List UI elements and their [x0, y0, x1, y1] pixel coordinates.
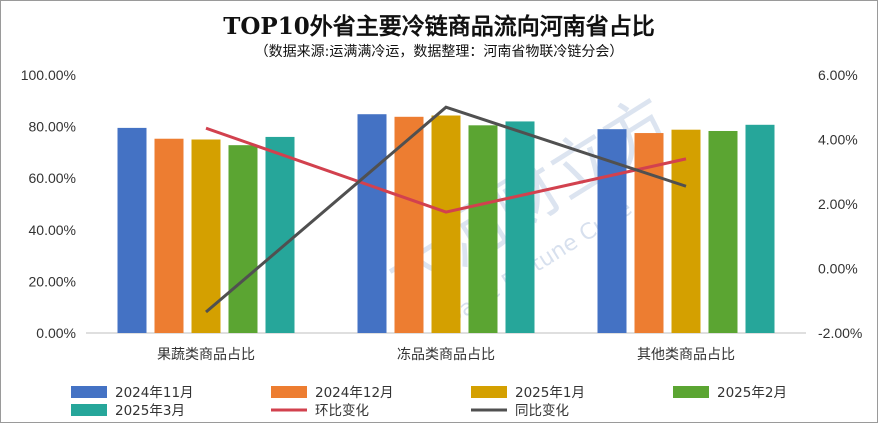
legend-label: 2024年12月 [315, 385, 394, 401]
right-tick-label: 4.00% [818, 132, 858, 148]
legend-label: 2025年1月 [515, 385, 585, 401]
bar [708, 130, 738, 333]
legend-swatch [71, 386, 107, 398]
bar [117, 127, 147, 333]
legend-swatch [673, 386, 709, 398]
bar [468, 125, 498, 333]
legend-label: 2025年3月 [115, 403, 185, 419]
left-axis: 100.00% 80.00% 60.00% 40.00% 20.00% 0.00% [21, 67, 76, 341]
left-tick-label: 20.00% [29, 273, 76, 289]
left-tick-label: 40.00% [29, 222, 76, 238]
category-labels: 果蔬类商品占比 冻品类商品占比 其他类商品占比 [157, 346, 735, 363]
lines [205, 105, 687, 314]
left-tick-label: 60.00% [29, 170, 76, 186]
chart-title: TOP10外省主要冷链商品流向河南省占比 [223, 13, 655, 40]
bar [745, 124, 775, 333]
right-tick-label: 6.00% [818, 67, 858, 83]
legend-label: 2024年11月 [115, 385, 194, 401]
series-line [205, 126, 687, 214]
category-label: 冻品类商品占比 [397, 346, 495, 363]
right-tick-label: 2.00% [818, 196, 858, 212]
legend-label: 环比变化 [315, 403, 369, 419]
legend-swatch [271, 386, 307, 398]
category-label: 果蔬类商品占比 [157, 347, 255, 363]
bar [505, 121, 535, 333]
left-tick-label: 0.00% [36, 325, 76, 341]
legend: 2024年11月 2024年12月 2025年1月 2025年2月 2025年3月 环比变… [71, 385, 787, 419]
left-tick-label: 100.00% [21, 67, 76, 83]
right-tick-label: -2.00% [818, 325, 862, 341]
legend-swatch [471, 386, 507, 398]
legend-label: 同比变化 [515, 403, 569, 419]
chart-subtitle: （数据来源:运满满冷运，数据整理：河南省物联冷链分会） [254, 44, 624, 60]
bar [671, 129, 701, 333]
category-label: 其他类商品占比 [637, 347, 735, 363]
legend-label: 2025年2月 [717, 385, 787, 401]
bar [431, 115, 461, 333]
right-tick-label: 0.00% [818, 261, 858, 277]
bar [228, 145, 258, 333]
bar [265, 136, 295, 333]
right-axis: 6.00% 4.00% 2.00% 0.00% -2.00% [818, 67, 862, 341]
bars [117, 114, 775, 334]
bar [634, 133, 664, 333]
bar [154, 138, 184, 333]
bar [357, 114, 387, 333]
bar [191, 139, 221, 333]
bar [394, 116, 424, 334]
series-line [205, 105, 687, 314]
legend-swatch [71, 404, 107, 416]
left-tick-label: 80.00% [29, 119, 76, 135]
